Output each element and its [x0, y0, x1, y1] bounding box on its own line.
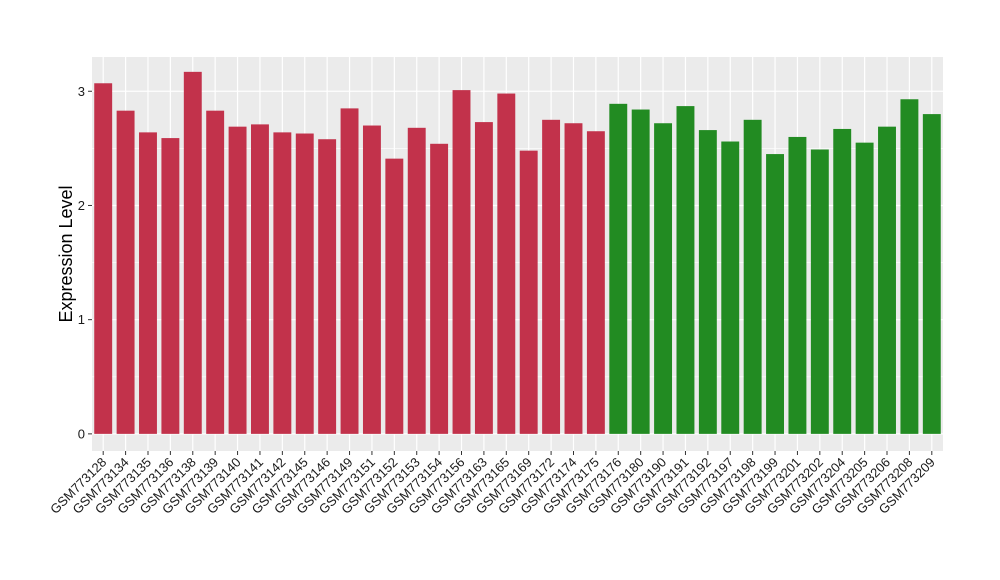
bar-GSM773134: [116, 110, 135, 434]
bar-GSM773192: [698, 130, 717, 434]
bar-GSM773172: [542, 119, 561, 434]
bar-GSM773198: [743, 119, 762, 434]
bar-GSM773169: [519, 150, 538, 434]
bars: [94, 71, 941, 434]
bar-GSM773208: [900, 99, 919, 434]
bar-GSM773175: [586, 131, 605, 434]
bar-GSM773174: [564, 123, 583, 434]
bar-GSM773190: [654, 123, 673, 434]
bar-GSM773204: [833, 128, 852, 434]
bar-GSM773152: [385, 158, 404, 434]
bar-GSM773197: [721, 141, 740, 434]
bar-GSM773135: [139, 132, 157, 434]
bar-GSM773165: [497, 93, 516, 434]
bar-GSM773176: [609, 103, 628, 434]
y-tick-label: 1: [78, 312, 85, 327]
bar-GSM773142: [273, 132, 292, 434]
bar-GSM773128: [94, 83, 113, 434]
y-axis-title: Expression Level: [56, 185, 76, 322]
bar-GSM773139: [206, 110, 225, 434]
bar-GSM773146: [318, 139, 337, 434]
bar-GSM773145: [295, 133, 314, 434]
bar-GSM773154: [430, 143, 449, 434]
bar-GSM773141: [251, 124, 269, 434]
bar-GSM773209: [922, 114, 941, 434]
y-axis: 0 1 2 3: [78, 84, 92, 441]
bar-GSM773206: [878, 126, 896, 434]
bar-GSM773163: [474, 122, 493, 434]
bar-GSM773156: [452, 90, 471, 434]
bar-GSM773138: [183, 71, 202, 434]
y-tick-label: 0: [78, 426, 85, 441]
bar-GSM773151: [362, 125, 381, 434]
y-tick-label: 3: [78, 84, 85, 99]
x-axis: GSM773128GSM773134GSM773135GSM773136GSM7…: [47, 451, 938, 517]
bar-GSM773149: [340, 108, 359, 434]
bar-GSM773201: [788, 136, 807, 434]
bar-GSM773140: [228, 126, 247, 434]
bar-GSM773136: [161, 138, 180, 434]
bar-GSM773199: [766, 154, 784, 434]
bar-GSM773180: [631, 109, 650, 434]
bar-GSM773153: [407, 127, 426, 434]
bar-GSM773202: [810, 149, 829, 434]
y-tick-label: 2: [78, 198, 85, 213]
bar-GSM773191: [676, 106, 695, 434]
bar-GSM773205: [855, 142, 874, 434]
